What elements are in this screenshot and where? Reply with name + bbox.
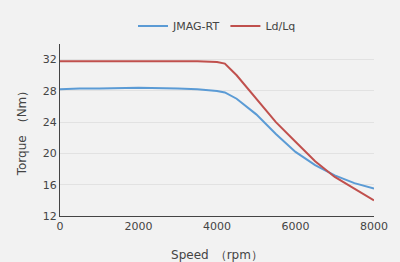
svg-text:24: 24 [43,116,57,129]
svg-text:16: 16 [43,179,57,192]
svg-text:32: 32 [43,53,57,66]
svg-text:8000: 8000 [360,220,388,233]
svg-text:28: 28 [43,85,57,98]
svg-text:20: 20 [43,147,57,160]
svg-text:Ld/Lq: Ld/Lq [265,20,295,33]
svg-text:0: 0 [57,220,64,233]
svg-text:Speed （rpm）: Speed （rpm） [171,248,263,262]
svg-text:2000: 2000 [125,220,153,233]
svg-text:12: 12 [43,210,57,223]
svg-text:JMAG-RT: JMAG-RT [172,20,219,33]
svg-text:Torque （Nm）: Torque （Nm） [15,85,29,177]
svg-text:4000: 4000 [203,220,231,233]
svg-text:6000: 6000 [282,220,310,233]
